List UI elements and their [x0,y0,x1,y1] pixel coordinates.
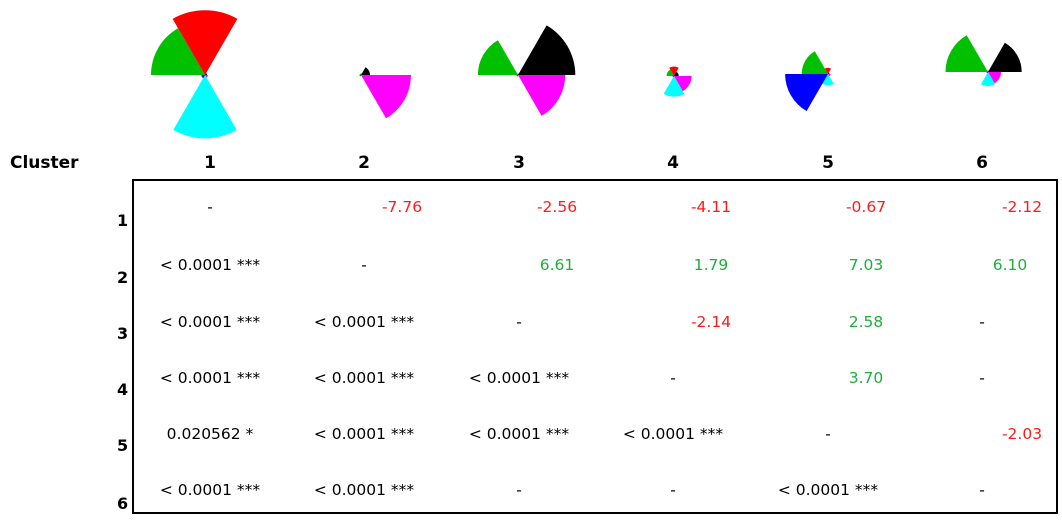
glyph-1-sector-5 [173,75,237,139]
column-header-1: 1 [204,153,216,173]
glyph-5-sector-3 [828,72,830,74]
matrix-cell-r2-c1: < 0.0001 *** [159,256,261,274]
matrix-cell-r3-c2: < 0.0001 *** [313,313,415,331]
matrix-cell-r5-c4: < 0.0001 *** [622,425,724,443]
glyph-5-sector-4 [828,74,831,77]
glyph-4-sector-2 [669,66,679,76]
glyph-6-sector-1 [945,35,988,72]
glyph-6-sector-6 [986,72,988,74]
column-header-3: 3 [513,153,525,173]
matrix-cell-r4-c6: - [979,369,985,387]
matrix-cell-r3-c3: - [516,313,522,331]
glyph-5-sector-1 [801,51,828,74]
glyph-6-sector-3 [988,42,1022,72]
row-label-6: 6 [117,494,129,513]
column-header-4: 4 [667,153,679,173]
glyph-2-sector-6 [359,75,361,77]
row-label-3: 3 [117,324,129,343]
matrix-cell-r2-c4: 1.79 [693,256,729,274]
glyph-5-sector-6 [785,74,828,112]
glyph-1-sector-4 [205,75,208,78]
star-glyph-cluster-3 [477,25,576,116]
glyph-2-sector-1 [359,73,361,75]
matrix-cell-r2-c3: 6.61 [539,256,575,274]
glyph-4-sector-1 [666,69,674,76]
column-header-5: 5 [822,153,834,173]
glyph-3-sector-6 [516,75,518,77]
matrix-cell-r4-c1: < 0.0001 *** [159,369,261,387]
matrix-cell-r6-c3: - [516,481,522,499]
glyph-4-sector-6 [672,76,674,78]
glyph-2-sector-5 [360,75,362,77]
matrix-cell-r4-c5: 3.70 [848,369,884,387]
matrix-cell-r4-c4: - [670,369,676,387]
row-label-4: 4 [117,380,129,399]
matrix-cell-r6-c2: < 0.0001 *** [313,481,415,499]
glyph-4-sector-3 [674,71,679,76]
glyph-2-sector-4 [361,75,411,119]
glyph-1-sector-3 [205,73,208,75]
matrix-cell-r2-c6: 6.10 [992,256,1028,274]
glyph-3-sector-1 [477,40,518,75]
star-glyph-cluster-6 [945,35,1022,86]
matrix-cell-r5-c5: - [825,425,831,443]
matrix-cell-r3-c6: - [979,313,985,331]
glyph-3-sector-2 [517,73,519,75]
glyph-6-sector-2 [987,70,989,72]
matrix-cell-r6-c5: < 0.0001 *** [777,481,879,499]
glyph-6-sector-5 [981,72,995,86]
cluster-star-glyphs [151,10,1022,139]
glyph-6-sector-4 [988,72,1001,84]
glyph-1-sector-2 [172,10,238,76]
matrix-cell-r2-c5: 7.03 [848,256,884,274]
matrix-cell-r1-c3: -2.56 [536,198,578,216]
matrix-cell-r4-c2: < 0.0001 *** [313,369,415,387]
matrix-cell-r3-c5: 2.58 [848,313,884,331]
glyph-5-sector-5 [822,74,834,86]
row-label-5: 5 [117,436,129,455]
glyph-3-sector-4 [518,75,566,116]
column-header-row: Cluster 1 2 3 4 5 6 [0,153,1062,177]
row-label-1: 1 [117,211,129,230]
matrix-cell-r1-c2: -7.76 [381,198,423,216]
comparison-matrix-frame [132,179,1058,514]
matrix-cell-r1-c6: -2.12 [1001,198,1043,216]
glyph-1-sector-1 [151,28,205,75]
column-header-2: 2 [358,153,370,173]
star-glyph-cluster-2 [359,67,411,119]
star-glyph-cluster-4 [663,66,692,97]
matrix-cell-r2-c2: - [361,256,367,274]
row-label-2: 2 [117,268,129,287]
column-header-6: 6 [976,153,988,173]
matrix-cell-r5-c1: 0.020562 * [166,425,254,443]
matrix-cell-r1-c4: -4.11 [690,198,732,216]
glyph-3-sector-5 [517,75,519,77]
glyph-2-sector-2 [360,73,362,75]
matrix-cell-r3-c1: < 0.0001 *** [159,313,261,331]
star-glyph-cluster-5 [785,51,834,112]
matrix-cell-r1-c5: -0.67 [845,198,887,216]
matrix-cell-r6-c1: < 0.0001 *** [159,481,261,499]
matrix-cell-r6-c4: - [670,481,676,499]
glyph-4-sector-5 [663,76,685,97]
glyph-3-sector-3 [518,25,576,75]
cluster-header-label: Cluster [10,153,79,173]
glyph-2-sector-3 [361,67,370,75]
matrix-cell-r4-c3: < 0.0001 *** [468,369,570,387]
star-glyph-cluster-1 [151,10,238,139]
matrix-cell-r5-c2: < 0.0001 *** [313,425,415,443]
glyph-5-sector-2 [824,67,832,74]
matrix-cell-r1-c1: - [207,198,213,216]
matrix-cell-r5-c6: -2.03 [1001,425,1043,443]
glyph-1-sector-6 [201,75,205,79]
matrix-cell-r5-c3: < 0.0001 *** [468,425,570,443]
matrix-cell-r6-c6: - [979,481,985,499]
matrix-cell-r3-c4: -2.14 [690,313,732,331]
glyph-4-sector-4 [674,76,692,92]
